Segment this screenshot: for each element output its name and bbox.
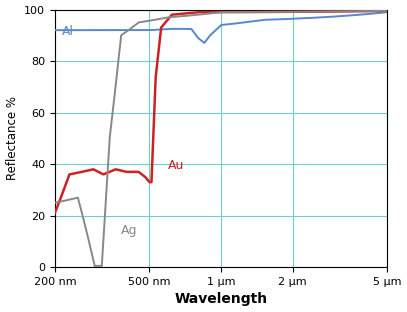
X-axis label: Wavelength: Wavelength [175, 292, 267, 306]
Text: Au: Au [168, 159, 185, 172]
Y-axis label: Reflectance %: Reflectance % [6, 96, 19, 180]
Text: Al: Al [62, 25, 74, 38]
Text: Ag: Ag [121, 224, 138, 237]
